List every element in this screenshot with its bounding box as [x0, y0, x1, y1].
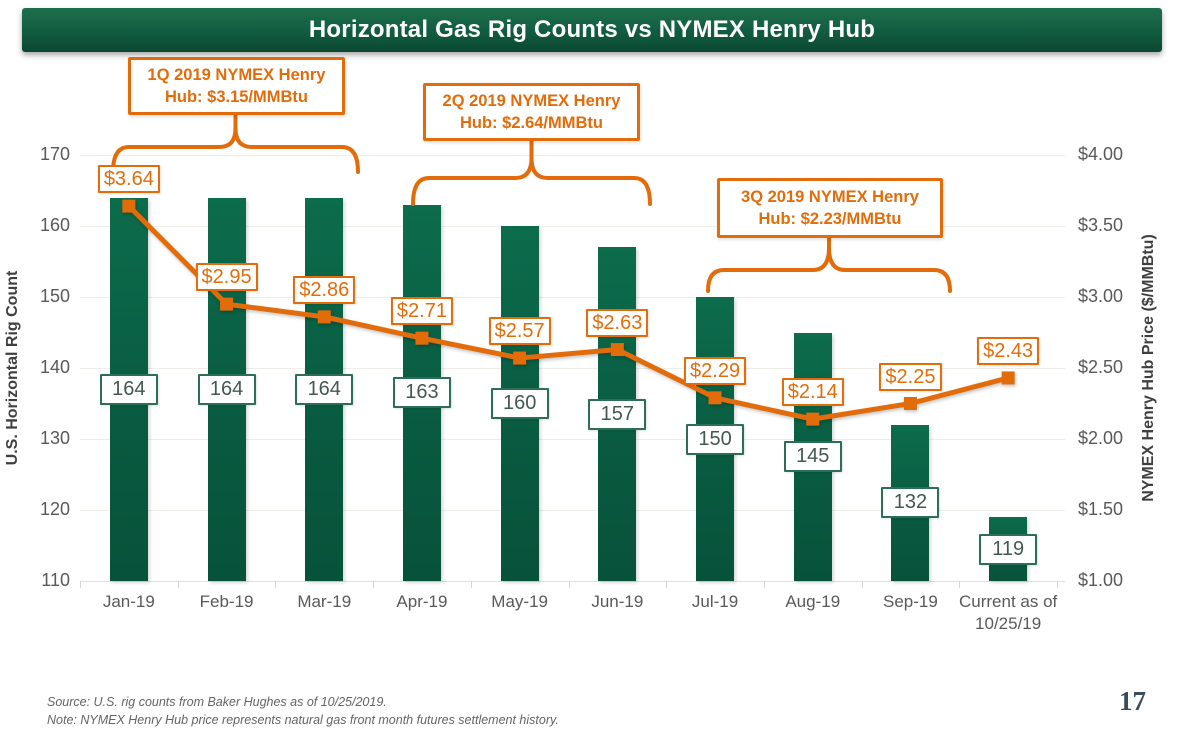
price-value-label: $2.57 — [488, 317, 551, 346]
quarter-brace — [411, 137, 652, 206]
footer-note: Note: NYMEX Henry Hub price represents n… — [47, 713, 559, 728]
price-value-label: $2.71 — [390, 297, 453, 326]
callout-3q-label: 3Q 2019 NYMEX Henry Hub: $2.23/MMBtu — [741, 187, 919, 228]
x-axis-tick — [861, 581, 863, 588]
price-value-label: $3.64 — [97, 165, 160, 194]
price-value-label: $2.29 — [684, 356, 747, 385]
x-axis-tick — [275, 581, 277, 588]
price-value-label: $2.43 — [977, 336, 1040, 365]
x-axis-tick — [666, 581, 668, 588]
y-axis-tick-left: 160 — [39, 215, 70, 235]
callout-2q-label: 2Q 2019 NYMEX Henry Hub: $2.64/MMBtu — [442, 91, 621, 132]
y-axis-tick-left: 140 — [39, 357, 70, 377]
y-axis-tick-left: 110 — [41, 570, 70, 590]
price-value-label: $2.25 — [879, 362, 942, 391]
y-axis-tick-right: $1.00 — [1078, 570, 1124, 590]
footer-source: Source: U.S. rig counts from Baker Hughe… — [47, 695, 387, 709]
slide-title: Horizontal Gas Rig Counts vs NYMEX Henry… — [308, 16, 876, 43]
y-axis-tick-right: $3.00 — [1078, 286, 1124, 306]
quarter-brace — [706, 234, 952, 293]
y-axis-tick-left: 130 — [39, 428, 70, 448]
x-axis-label: Current as of 10/25/19 — [959, 592, 1058, 634]
quarter-brace — [111, 111, 360, 174]
right-axis-title: NYMEX Henry Hub Price ($/MMBtu) — [1140, 234, 1157, 502]
x-axis-label: Aug-19 — [785, 592, 841, 611]
x-axis-label: Apr-19 — [396, 592, 448, 611]
y-axis-tick-right: $4.00 — [1078, 144, 1124, 164]
price-value-label: $2.63 — [586, 308, 649, 337]
price-value-label: $2.14 — [781, 378, 844, 407]
x-axis-tick — [470, 581, 472, 588]
bar-value-label: 150 — [686, 423, 745, 455]
bar-value-label: 163 — [392, 377, 451, 409]
bar-value-label: 157 — [588, 398, 647, 430]
left-axis-title: U.S. Horizontal Rig Count — [4, 270, 21, 466]
y-axis-tick-right: $2.00 — [1078, 428, 1124, 448]
y-axis-tick-left: 170 — [39, 144, 70, 164]
gridline — [80, 438, 1065, 440]
gridline — [80, 154, 1065, 156]
page-number: 17 — [1119, 686, 1146, 716]
x-axis-tick — [959, 581, 961, 588]
x-axis-tick — [1057, 581, 1058, 588]
y-axis-tick-right: $1.50 — [1078, 499, 1124, 519]
bar-value-label: 119 — [979, 533, 1038, 565]
y-axis-tick-right: $3.50 — [1078, 215, 1124, 235]
gridline — [80, 580, 1065, 582]
x-axis-label: Jun-19 — [591, 592, 644, 611]
bar-value-label: 164 — [99, 373, 158, 405]
callout-1q-2019: 1Q 2019 NYMEX Henry Hub: $3.15/MMBtu — [128, 57, 345, 115]
x-axis-label: Jul-19 — [691, 592, 739, 611]
henry-hub-price-line — [127, 204, 1009, 422]
x-axis-label: Jan-19 — [102, 592, 155, 611]
x-axis-tick — [373, 581, 375, 588]
x-axis-label: Feb-19 — [199, 592, 254, 611]
callout-2q-2019: 2Q 2019 NYMEX Henry Hub: $2.64/MMBtu — [423, 83, 640, 141]
x-axis-label: Mar-19 — [297, 592, 352, 611]
bar-value-label: 164 — [295, 373, 354, 405]
x-axis-tick — [177, 581, 179, 588]
price-value-label: $2.86 — [293, 275, 356, 304]
bar-value-label: 160 — [490, 388, 549, 419]
x-axis-label: Sep-19 — [883, 592, 938, 611]
callout-1q-label: 1Q 2019 NYMEX Henry Hub: $3.15/MMBtu — [147, 65, 326, 106]
price-point-marker — [903, 397, 917, 410]
price-value-label: $2.95 — [195, 263, 258, 292]
x-axis-label: May-19 — [491, 592, 548, 611]
y-axis-tick-left: 120 — [39, 499, 70, 519]
callout-3q-2019: 3Q 2019 NYMEX Henry Hub: $2.23/MMBtu — [717, 178, 943, 238]
price-point-marker — [1001, 371, 1015, 385]
x-axis-tick — [763, 581, 765, 588]
title-bar: Horizontal Gas Rig Counts vs NYMEX Henry… — [22, 8, 1162, 52]
bar-value-label: 164 — [197, 373, 256, 405]
footer-notes: Source: U.S. rig counts from Baker Hughe… — [47, 693, 559, 729]
x-axis-tick — [568, 581, 570, 588]
bar-value-label: 132 — [881, 487, 940, 519]
bar-value-label: 145 — [783, 441, 842, 473]
x-axis-tick — [80, 581, 81, 588]
y-axis-tick-left: 150 — [39, 286, 70, 306]
gridline — [80, 509, 1065, 511]
y-axis-tick-right: $2.50 — [1078, 357, 1124, 377]
